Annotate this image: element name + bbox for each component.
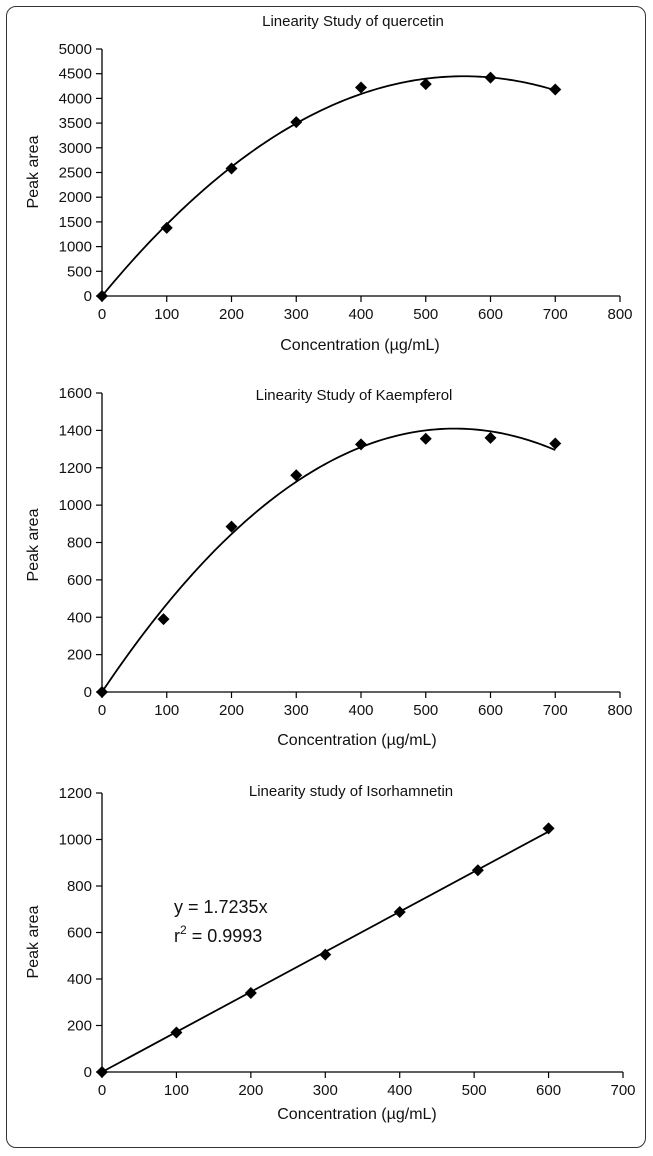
data-point	[170, 1026, 183, 1039]
data-point	[471, 864, 484, 877]
x-tick-label: 100	[164, 1082, 189, 1099]
equation-annotation: y = 1.7235x	[174, 897, 268, 917]
y-tick-label: 1200	[59, 460, 92, 477]
x-tick-label: 0	[98, 306, 106, 323]
x-tick-label: 800	[607, 306, 632, 323]
data-point	[549, 437, 562, 450]
y-tick-label: 200	[67, 647, 92, 664]
x-tick-label: 200	[219, 702, 244, 719]
y-tick-label: 4000	[59, 90, 92, 107]
data-point	[96, 686, 108, 698]
x-tick-label: 300	[313, 1082, 338, 1099]
r-squared-symbol: r	[174, 926, 180, 946]
x-axis-label: Concentration (µg/mL)	[277, 732, 437, 749]
x-tick-label: 300	[284, 306, 309, 323]
y-tick-label: 1000	[59, 497, 92, 514]
y-tick-label: 2500	[59, 165, 92, 182]
data-point	[484, 431, 497, 444]
data-point	[355, 438, 367, 451]
trendline	[101, 75, 556, 297]
y-tick-label: 600	[67, 572, 92, 589]
x-tick-label: 300	[284, 702, 309, 719]
x-tick-label: 400	[348, 306, 373, 323]
data-point	[290, 116, 303, 129]
x-tick-label: 0	[98, 702, 106, 719]
r-squared-exponent: 2	[180, 923, 187, 937]
x-tick-label: 200	[219, 306, 244, 323]
data-point	[160, 221, 173, 234]
r-squared-annotation: r2 = 0.9993	[174, 923, 262, 946]
data-point	[319, 948, 332, 961]
y-tick-label: 1600	[59, 385, 92, 402]
x-tick-label: 800	[607, 702, 632, 719]
y-tick-label: 1200	[59, 785, 92, 802]
y-tick-label: 600	[67, 925, 92, 942]
data-point	[96, 1066, 108, 1078]
x-axis-label: Concentration (µg/mL)	[277, 1106, 437, 1123]
data-point	[484, 71, 497, 84]
trendline	[101, 427, 556, 693]
x-tick-label: 100	[154, 702, 179, 719]
x-tick-label: 400	[387, 1082, 412, 1099]
x-tick-label: 0	[98, 1082, 106, 1099]
data-point	[419, 78, 432, 91]
y-tick-label: 800	[67, 535, 92, 552]
data-point	[244, 986, 257, 999]
data-point	[542, 822, 555, 835]
chart-title: Linearity study of Isorhamnetin	[249, 783, 453, 800]
y-tick-label: 500	[67, 263, 92, 280]
data-point	[225, 162, 238, 175]
y-tick-label: 3000	[59, 140, 92, 157]
y-tick-label: 1500	[59, 214, 92, 231]
y-tick-label: 0	[84, 1064, 92, 1081]
y-tick-label: 800	[67, 878, 92, 895]
y-tick-label: 400	[67, 971, 92, 988]
chart-kaempferol: Linearity Study of Kaempferol Peak area …	[25, 385, 633, 749]
x-tick-label: 500	[413, 702, 438, 719]
y-tick-label: 200	[67, 1018, 92, 1035]
y-axis-label: Peak area	[25, 905, 42, 978]
y-tick-label: 2000	[59, 189, 92, 206]
x-tick-label: 400	[348, 702, 373, 719]
x-tick-label: 200	[238, 1082, 263, 1099]
data-point	[355, 81, 367, 94]
y-tick-label: 3500	[59, 115, 92, 132]
r-squared-value: = 0.9993	[187, 926, 263, 946]
y-tick-label: 5000	[59, 41, 92, 58]
x-tick-label: 600	[478, 702, 503, 719]
y-tick-label: 0	[84, 288, 92, 305]
chart-quercetin: Linearity Study of quercetin Peak area C…	[25, 13, 633, 354]
x-tick-label: 700	[543, 306, 568, 323]
data-point	[225, 520, 238, 533]
x-tick-label: 600	[478, 306, 503, 323]
y-tick-label: 0	[84, 684, 92, 701]
data-point	[393, 906, 406, 919]
x-tick-label: 100	[154, 306, 179, 323]
chart-isorhamnetin: Linearity study of Isorhamnetin Peak are…	[25, 783, 636, 1123]
chart-title: Linearity Study of Kaempferol	[256, 387, 453, 404]
data-point	[96, 290, 108, 302]
data-point	[419, 432, 432, 445]
y-tick-label: 1000	[59, 832, 92, 849]
y-tick-label: 4500	[59, 66, 92, 83]
x-tick-label: 700	[610, 1082, 635, 1099]
x-tick-label: 700	[543, 702, 568, 719]
x-axis-label: Concentration (µg/mL)	[280, 337, 440, 354]
y-tick-label: 1400	[59, 422, 92, 439]
data-point	[290, 469, 303, 482]
y-tick-label: 1000	[59, 239, 92, 256]
x-tick-label: 600	[536, 1082, 561, 1099]
y-axis-label: Peak area	[25, 135, 42, 208]
data-point	[549, 83, 562, 96]
data-point	[157, 613, 170, 626]
y-axis-label: Peak area	[25, 508, 42, 581]
chart-title: Linearity Study of quercetin	[262, 13, 444, 30]
x-tick-label: 500	[413, 306, 438, 323]
y-tick-label: 400	[67, 609, 92, 626]
x-tick-label: 500	[462, 1082, 487, 1099]
